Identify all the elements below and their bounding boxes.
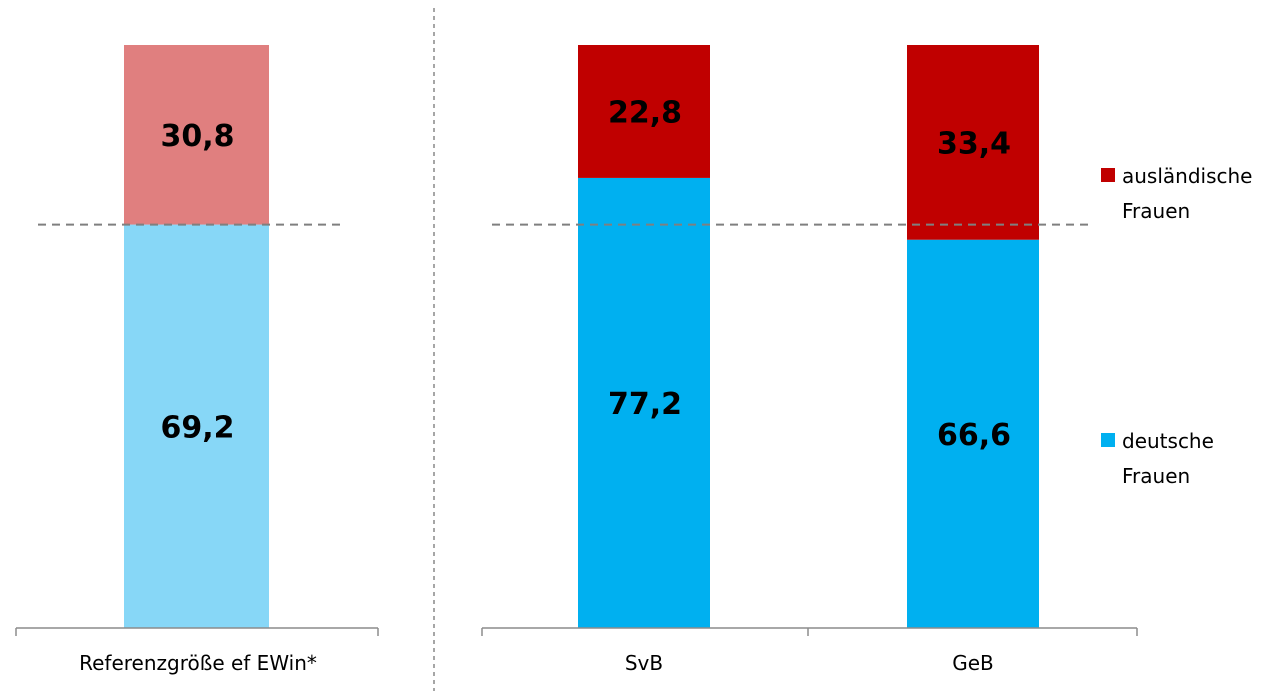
data-label-deutsche-1: 77,2 [608, 387, 682, 422]
data-label-auslaendische-1: 22,8 [608, 95, 682, 130]
bar-segment-deutsche-0 [124, 224, 269, 628]
data-label-deutsche-2: 66,6 [937, 418, 1011, 453]
data-label-auslaendische-2: 33,4 [937, 126, 1011, 161]
legend-label-0-line-1: Frauen [1122, 199, 1190, 223]
bars-layer [124, 45, 1039, 629]
legend-swatch-1 [1101, 433, 1115, 447]
category-label-2: GeB [952, 651, 994, 675]
legend: ausländische Frauen deutsche Frauen [1101, 164, 1253, 488]
bar-segment-deutsche-2 [907, 239, 1039, 629]
axes-layer [15, 223, 1138, 636]
category-label-1: SvB [625, 651, 663, 675]
data-label-auslaendische-0: 30,8 [160, 119, 234, 154]
legend-label-1-line-1: Frauen [1122, 464, 1190, 488]
legend-label-1-line-0: deutsche [1122, 429, 1214, 453]
legend-label-0-line-0: ausländische [1122, 164, 1253, 188]
bar-segment-deutsche-1 [578, 177, 710, 628]
bar-segment-auslaendische-1 [578, 45, 710, 178]
bar-segment-auslaendische-0 [124, 45, 269, 225]
bar-segment-auslaendische-2 [907, 45, 1039, 240]
data-label-deutsche-0: 69,2 [160, 410, 234, 445]
category-label-0: Referenzgröße ef EWin* [79, 651, 317, 675]
legend-swatch-0 [1101, 168, 1115, 182]
labels-layer: 69,2 30,8 77,2 22,8 66,6 33,4 Referenzgröße ef… [79, 95, 1011, 675]
